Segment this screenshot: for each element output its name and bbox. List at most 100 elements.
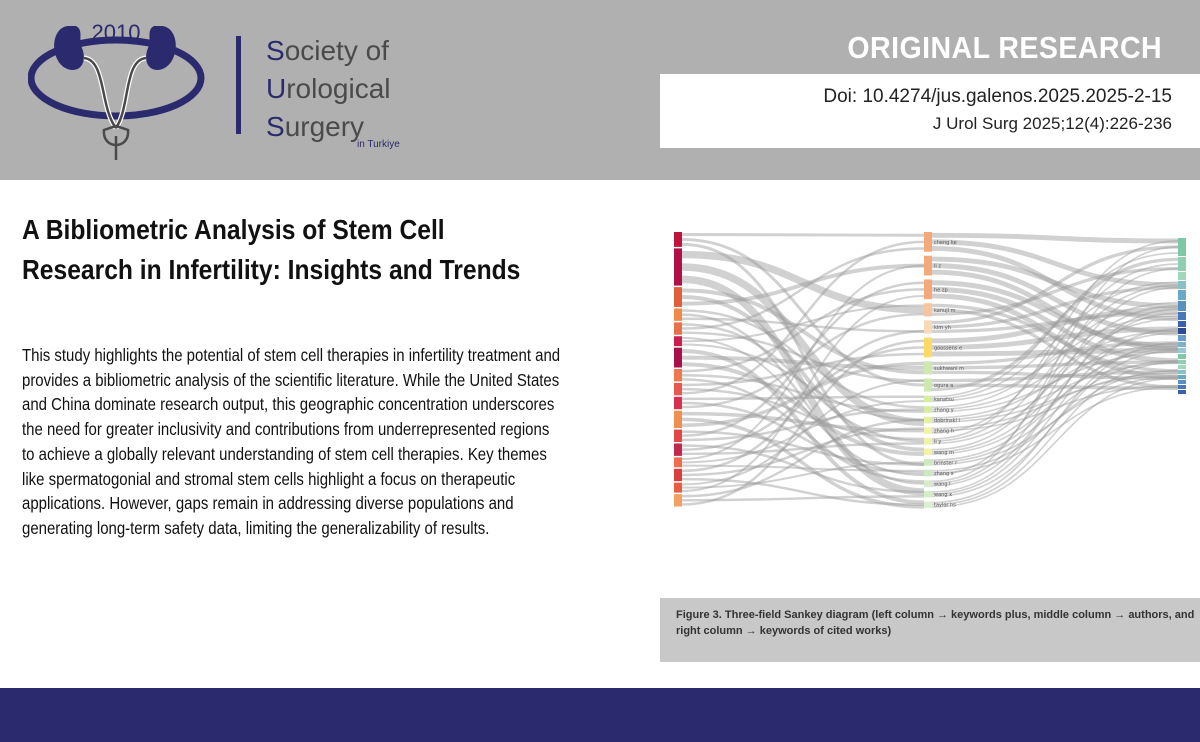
flow-link <box>681 237 925 387</box>
middle-node-label: zhang x <box>934 471 954 477</box>
flow-link <box>931 341 1179 366</box>
left-node <box>674 336 682 347</box>
left-node <box>674 322 682 335</box>
flow-link <box>681 373 925 413</box>
middle-node-label: sukhwani m <box>934 366 964 372</box>
middle-node <box>924 437 932 445</box>
flow-link <box>681 263 925 306</box>
abstract-line: and China dominate research output, this… <box>22 394 555 415</box>
flow-link <box>931 377 1179 508</box>
flow-link <box>681 400 925 464</box>
middle-node <box>924 337 932 358</box>
middle-node <box>924 448 932 456</box>
flow-link <box>681 387 925 441</box>
flow-link <box>681 395 925 401</box>
article-title: A Bibliometric Analysis of Stem Cell Res… <box>22 214 521 285</box>
left-node <box>674 429 682 442</box>
middle-node <box>924 406 932 413</box>
flow-link <box>681 288 925 375</box>
flow-link <box>931 386 1179 474</box>
middle-node <box>924 255 932 276</box>
flow-link <box>931 308 1179 493</box>
flow-link <box>681 430 925 466</box>
right-node <box>1178 354 1186 359</box>
middle-node <box>924 501 932 508</box>
flow-link <box>931 256 1179 309</box>
flow-link <box>931 286 1179 364</box>
flow-link <box>931 343 1179 419</box>
society-name-line: Society of <box>266 35 389 66</box>
right-node <box>1178 328 1186 334</box>
flow-link <box>931 257 1179 392</box>
left-node <box>674 457 682 468</box>
flow-link <box>931 348 1179 455</box>
abstract-line: the need for greater inclusivity and con… <box>22 419 550 440</box>
flow-link <box>681 442 925 456</box>
flow-link <box>681 331 925 382</box>
middle-node-label: he zp <box>934 287 948 293</box>
right-node <box>1178 301 1186 311</box>
journal-header: 2010 Society of Urological Surgery in Tu… <box>0 0 1200 180</box>
middle-node <box>924 320 932 334</box>
right-node <box>1178 321 1186 327</box>
middle-node-label: wang l <box>934 482 950 488</box>
flow-link <box>931 267 1179 316</box>
right-node <box>1178 370 1186 374</box>
flow-link <box>931 342 1179 504</box>
doi-text: Doi: 10.4274/jus.galenos.2025.2025-2-15 <box>823 86 1172 107</box>
flow-link <box>931 286 1179 485</box>
logo-divider <box>236 36 241 134</box>
flow-link <box>931 267 1179 476</box>
flow-link <box>931 351 1179 413</box>
middle-node-label: wang m <box>934 450 954 456</box>
flow-link <box>931 312 1179 487</box>
flow-link <box>931 315 1179 402</box>
right-node <box>1178 375 1186 379</box>
flow-link <box>931 301 1179 409</box>
middle-node-label: taylor hs <box>934 503 956 509</box>
flow-link <box>931 286 1179 329</box>
flow-link <box>931 245 1179 325</box>
flow-link <box>681 330 925 473</box>
abstract-line: applications. However, gaps remain in ad… <box>22 493 514 514</box>
middle-node-label: brinster r <box>934 460 958 466</box>
middle-node <box>924 361 932 375</box>
middle-node <box>924 303 932 317</box>
right-node <box>1178 257 1186 271</box>
flow-link <box>931 239 1179 288</box>
flow-link <box>931 332 1179 453</box>
flow-link <box>681 418 925 498</box>
middle-node-label: li z <box>934 264 941 270</box>
right-node <box>1178 360 1186 364</box>
flow-link <box>681 309 925 409</box>
right-node <box>1178 365 1186 369</box>
flow-link <box>681 294 925 492</box>
middle-node <box>924 459 932 466</box>
flow-link <box>931 376 1179 466</box>
flow-link <box>681 313 925 485</box>
flow-link <box>931 246 1179 483</box>
middle-node <box>924 279 932 300</box>
flow-link <box>681 355 925 370</box>
flow-link <box>681 477 925 506</box>
left-node <box>674 482 682 493</box>
middle-node <box>924 480 932 487</box>
middle-node <box>924 427 932 434</box>
svg-text:2010: 2010 <box>92 20 141 45</box>
flow-link <box>931 303 1179 373</box>
middle-node-label: zhang h <box>934 429 954 435</box>
flow-link <box>931 372 1179 430</box>
right-node <box>1178 335 1186 341</box>
flow-link <box>681 417 925 509</box>
left-node <box>674 308 682 321</box>
middle-node-label: kanatsu <box>934 397 954 403</box>
flow-link <box>681 242 925 467</box>
abstract-line: generating long-term safety data, limiti… <box>22 517 490 538</box>
right-node <box>1178 390 1186 394</box>
flow-link <box>931 384 1179 432</box>
flow-link <box>931 369 1179 472</box>
flow-link <box>681 232 925 237</box>
middle-node <box>924 490 932 498</box>
middle-node-label: cheng ke <box>934 240 957 246</box>
flow-link <box>681 275 925 496</box>
